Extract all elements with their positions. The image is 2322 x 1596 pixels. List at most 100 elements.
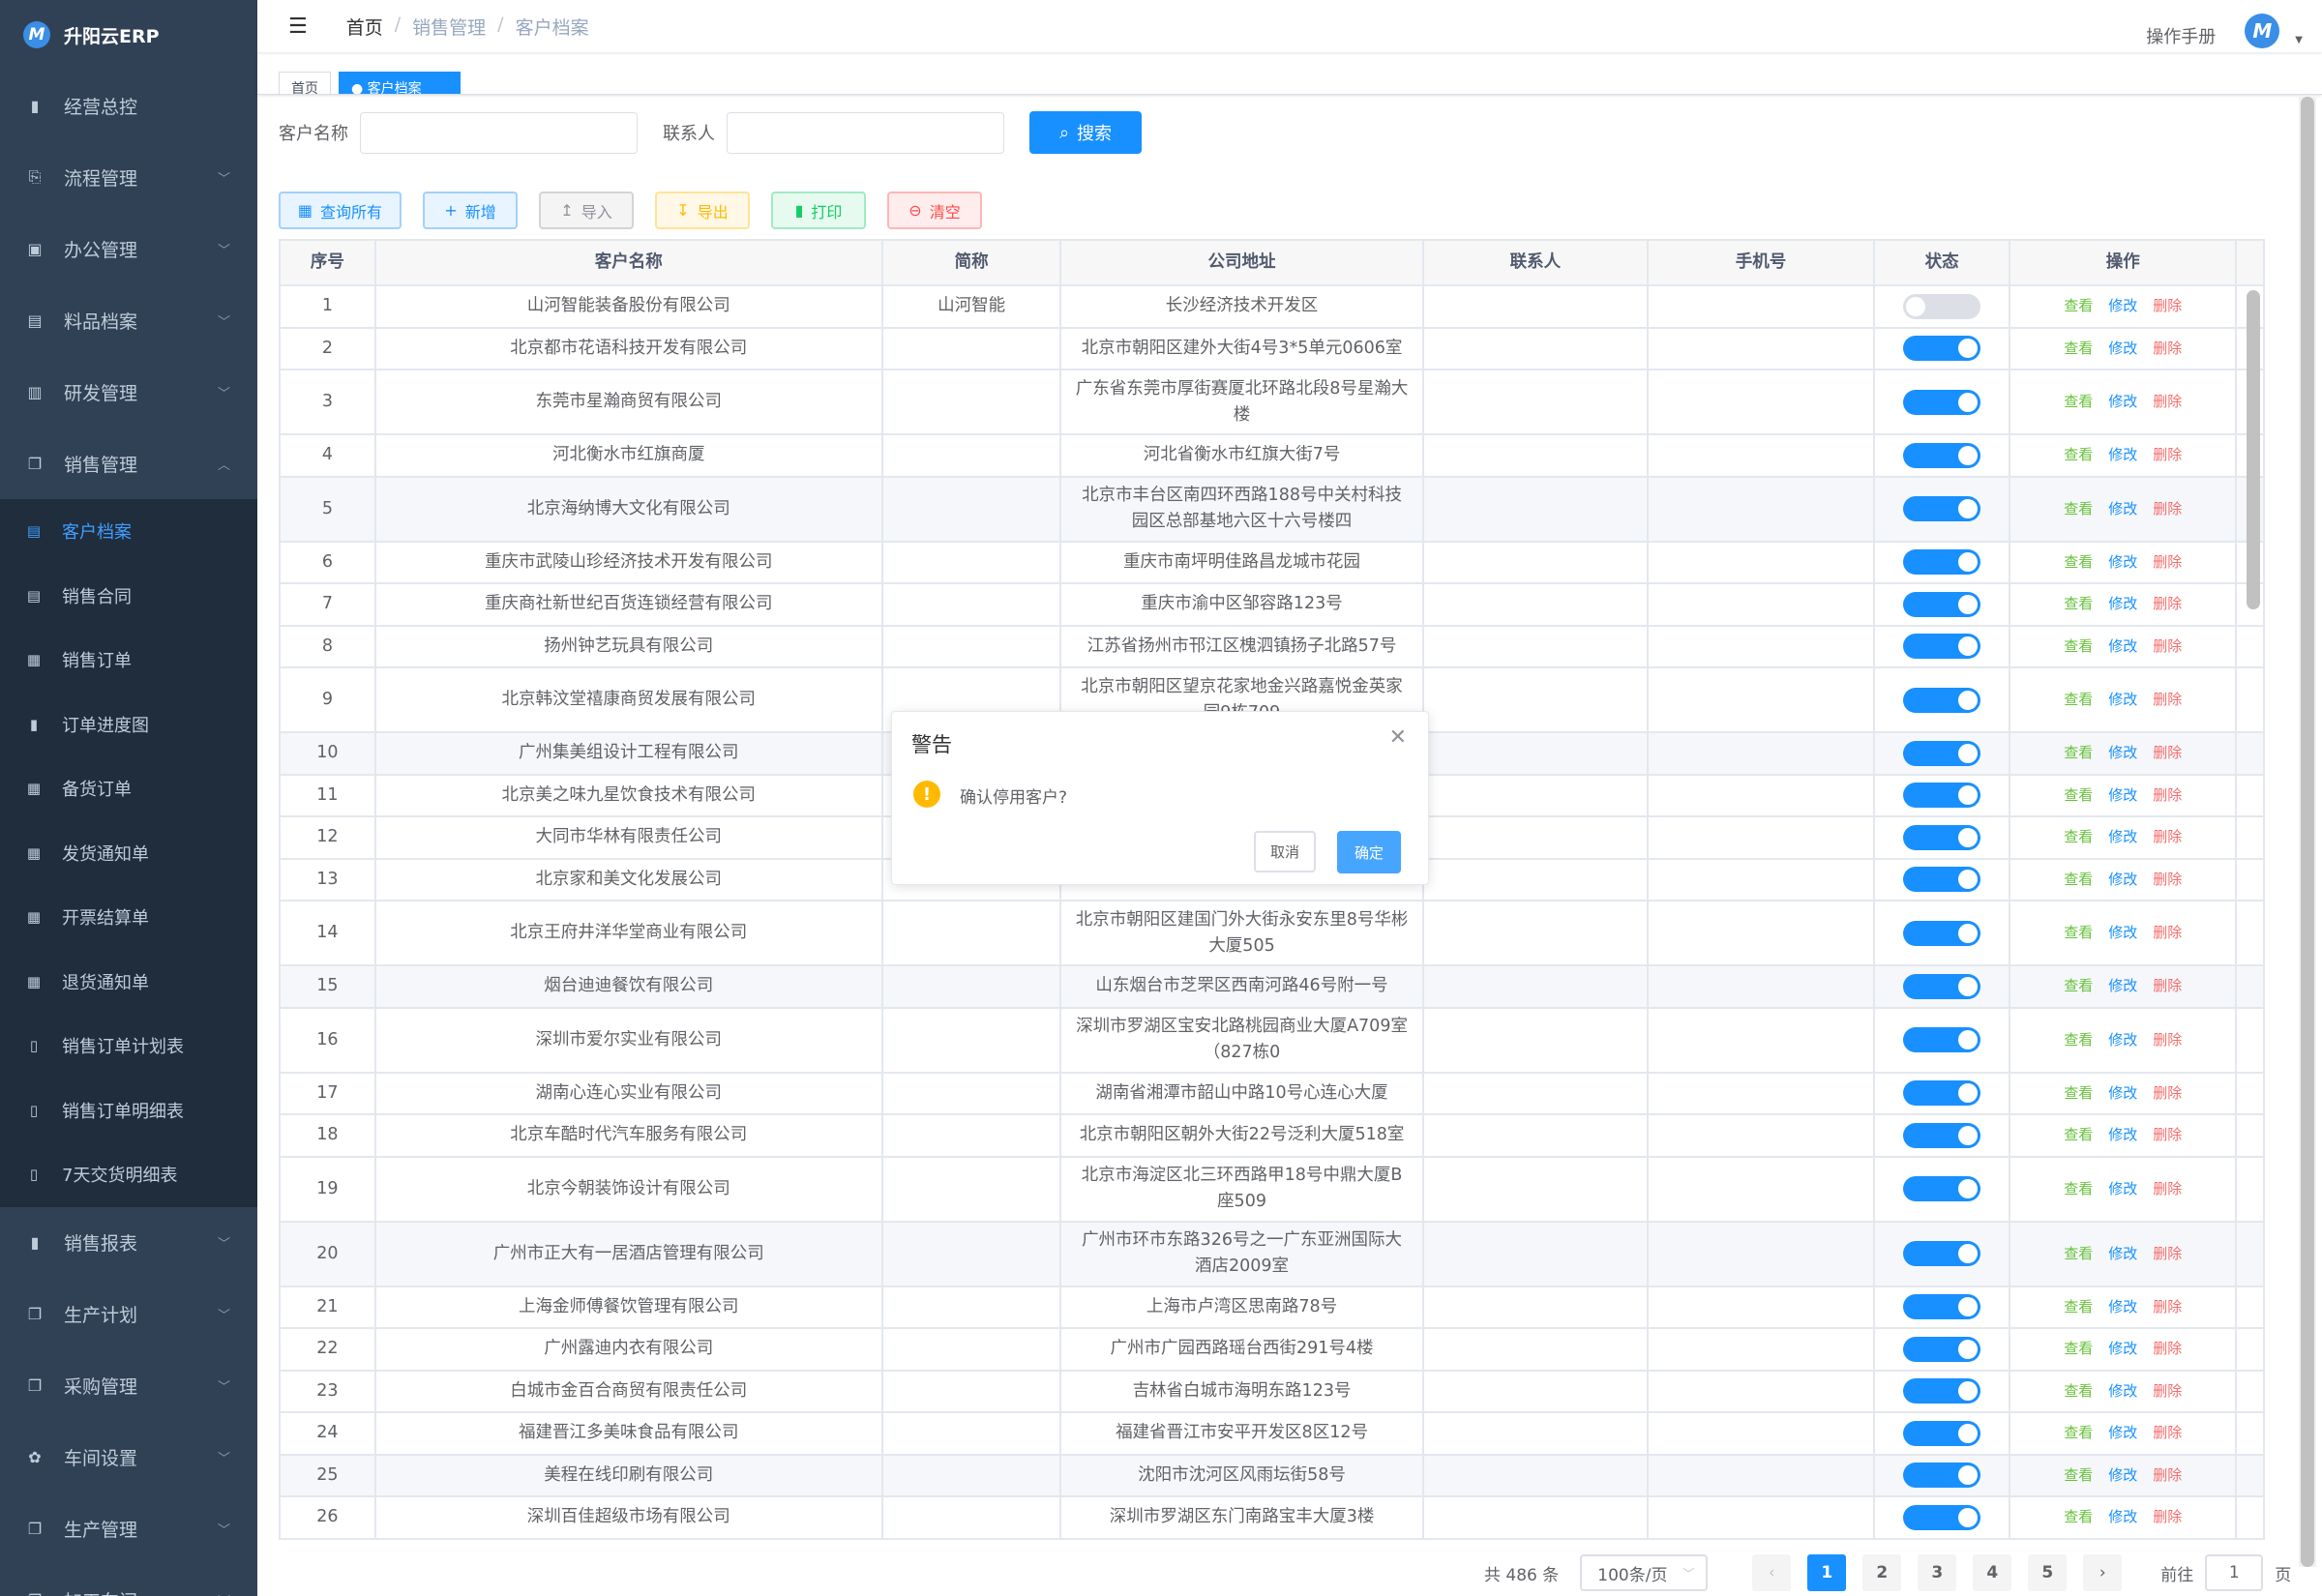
sidebar-item[interactable]: ❐ 销售管理 ︿ bbox=[0, 428, 257, 499]
edit-link[interactable]: 修改 bbox=[2108, 691, 2138, 708]
query-all-button[interactable]: ▦ 查询所有 bbox=[279, 192, 402, 229]
edit-link[interactable]: 修改 bbox=[2108, 1030, 2138, 1049]
edit-link[interactable]: 修改 bbox=[2108, 1126, 2138, 1144]
table-row[interactable]: 8 扬州钟艺玩具有限公司 江苏省扬州市邗江区槐泗镇扬子北路57号 查看 修改 删除 bbox=[281, 624, 2263, 666]
status-toggle[interactable] bbox=[1903, 336, 1981, 362]
page-button[interactable]: 1 bbox=[1807, 1554, 1847, 1591]
edit-link[interactable]: 修改 bbox=[2108, 785, 2138, 804]
delete-link[interactable]: 删除 bbox=[2153, 446, 2183, 464]
sidebar-subitem[interactable]: ▦ 销售订单 bbox=[0, 628, 257, 693]
table-row[interactable]: 19 北京今朝装饰设计有限公司 北京市海淀区北三环西路甲18号中鼎大厦B座509 查看… bbox=[281, 1155, 2263, 1221]
page-button[interactable]: 5 bbox=[2028, 1554, 2068, 1591]
delete-link[interactable]: 删除 bbox=[2153, 595, 2183, 613]
edit-link[interactable]: 修改 bbox=[2108, 446, 2138, 464]
page-scrollbar[interactable] bbox=[2299, 97, 2316, 1567]
hamburger-icon[interactable]: ☰ bbox=[288, 14, 308, 39]
cancel-button[interactable]: 取消 bbox=[1254, 831, 1316, 872]
view-link[interactable]: 查看 bbox=[2064, 393, 2094, 410]
import-button[interactable]: ↥ 导入 bbox=[539, 192, 634, 229]
status-toggle[interactable] bbox=[1903, 740, 1981, 766]
table-row[interactable]: 5 北京海纳博大文化有限公司 北京市丰台区南四环西路188号中关村科技园区总部基地六… bbox=[281, 475, 2263, 541]
edit-link[interactable]: 修改 bbox=[2108, 595, 2138, 613]
export-button[interactable]: ↧ 导出 bbox=[655, 192, 750, 229]
table-row[interactable]: 24 福建晋江多美味食品有限公司 福建省晋江市安平开发区8区12号 查看 修改 删除 bbox=[281, 1411, 2263, 1454]
delete-link[interactable]: 删除 bbox=[2153, 1297, 2183, 1315]
view-link[interactable]: 查看 bbox=[2064, 691, 2094, 708]
status-toggle[interactable] bbox=[1903, 867, 1981, 893]
status-toggle[interactable] bbox=[1903, 973, 1981, 999]
page-button[interactable]: 2 bbox=[1862, 1554, 1902, 1591]
status-toggle[interactable] bbox=[1903, 687, 1981, 713]
status-toggle[interactable] bbox=[1903, 1420, 1981, 1446]
status-toggle[interactable] bbox=[1903, 1294, 1981, 1320]
table-row[interactable]: 1 山河智能装备股份有限公司 山河智能 长沙经济技术开发区 查看 修改 删除 bbox=[281, 284, 2263, 327]
table-row[interactable]: 7 重庆商社新世纪百货连锁经营有限公司 重庆市渝中区邹容路123号 查看 修改 删除 bbox=[281, 582, 2263, 625]
manual-link[interactable]: 操作手册 bbox=[2146, 27, 2217, 47]
caret-down-icon[interactable]: ▼ bbox=[2295, 34, 2303, 45]
delete-link[interactable]: 删除 bbox=[2153, 1340, 2183, 1358]
prev-page-button[interactable]: ‹ bbox=[1752, 1554, 1792, 1591]
edit-link[interactable]: 修改 bbox=[2108, 1465, 2138, 1484]
status-toggle[interactable] bbox=[1903, 1241, 1981, 1266]
view-link[interactable]: 查看 bbox=[2064, 552, 2094, 571]
view-link[interactable]: 查看 bbox=[2064, 297, 2094, 315]
app-logo[interactable]: M 升阳云ERP bbox=[0, 0, 257, 70]
status-toggle[interactable] bbox=[1903, 824, 1981, 850]
view-link[interactable]: 查看 bbox=[2064, 785, 2094, 804]
delete-link[interactable]: 删除 bbox=[2153, 1083, 2183, 1102]
view-link[interactable]: 查看 bbox=[2064, 1244, 2094, 1262]
confirm-button[interactable]: 确定 bbox=[1337, 831, 1401, 873]
view-link[interactable]: 查看 bbox=[2064, 744, 2094, 762]
status-toggle[interactable] bbox=[1903, 920, 1981, 946]
table-row[interactable]: 6 重庆市武陵山珍经济技术开发有限公司 重庆市南坪明佳路昌龙城市花园 查看 修改 删除 bbox=[281, 540, 2263, 582]
delete-link[interactable]: 删除 bbox=[2153, 636, 2183, 655]
edit-link[interactable]: 修改 bbox=[2108, 1179, 2138, 1197]
view-link[interactable]: 查看 bbox=[2064, 1297, 2094, 1315]
customer-name-input[interactable] bbox=[360, 111, 638, 154]
delete-link[interactable]: 删除 bbox=[2153, 1244, 2183, 1262]
sidebar-item[interactable]: ▥ 研发管理 ﹀ bbox=[0, 356, 257, 428]
edit-link[interactable]: 修改 bbox=[2108, 744, 2138, 762]
table-row[interactable]: 2 北京都市花语科技开发有限公司 北京市朝阳区建外大街4号3*5单元0606室 查看修… bbox=[281, 326, 2263, 369]
page-size-select[interactable]: 100条/页 ﹀ bbox=[1580, 1554, 1709, 1591]
edit-link[interactable]: 修改 bbox=[2108, 636, 2138, 655]
table-row[interactable]: 17 湖南心连心实业有限公司 湖南省湘潭市韶山中路10号心连心大厦 查看 修改 删除 bbox=[281, 1071, 2263, 1113]
edit-link[interactable]: 修改 bbox=[2108, 1508, 2138, 1526]
delete-link[interactable]: 删除 bbox=[2153, 1424, 2183, 1442]
table-row[interactable]: 15 烟台迪迪餐饮有限公司 山东烟台市芝罘区西南河路46号附一号 查看 修改 删除 bbox=[281, 964, 2263, 1007]
status-toggle[interactable] bbox=[1903, 1378, 1981, 1404]
delete-link[interactable]: 删除 bbox=[2153, 1508, 2183, 1526]
delete-link[interactable]: 删除 bbox=[2153, 744, 2183, 762]
delete-link[interactable]: 删除 bbox=[2153, 297, 2183, 315]
view-link[interactable]: 查看 bbox=[2064, 1424, 2094, 1442]
next-page-button[interactable]: › bbox=[2083, 1554, 2123, 1591]
view-link[interactable]: 查看 bbox=[2064, 1340, 2094, 1358]
sidebar-subitem[interactable]: ▮ 订单进度图 bbox=[0, 692, 257, 756]
delete-link[interactable]: 删除 bbox=[2153, 1381, 2183, 1400]
sidebar-subitem[interactable]: ▦ 退货通知单 bbox=[0, 949, 257, 1014]
delete-link[interactable]: 删除 bbox=[2153, 552, 2183, 571]
view-link[interactable]: 查看 bbox=[2064, 1083, 2094, 1102]
sidebar-subitem[interactable]: ▦ 发货通知单 bbox=[0, 820, 257, 885]
status-toggle[interactable] bbox=[1903, 549, 1981, 576]
edit-link[interactable]: 修改 bbox=[2108, 977, 2138, 995]
status-toggle[interactable] bbox=[1903, 783, 1981, 809]
sidebar-item[interactable]: ▮ 经营总控 bbox=[0, 70, 257, 141]
edit-link[interactable]: 修改 bbox=[2108, 1083, 2138, 1102]
page-button[interactable]: 3 bbox=[1918, 1554, 1957, 1591]
table-row[interactable]: 23 白城市金百合商贸有限责任公司 吉林省白城市海明东路123号 查看 修改 删除 bbox=[281, 1369, 2263, 1411]
delete-link[interactable]: 删除 bbox=[2153, 828, 2183, 846]
view-link[interactable]: 查看 bbox=[2064, 1126, 2094, 1144]
sidebar-item[interactable]: ⎘ 流程管理 ﹀ bbox=[0, 141, 257, 213]
delete-link[interactable]: 删除 bbox=[2153, 785, 2183, 804]
add-button[interactable]: + 新增 bbox=[423, 192, 518, 229]
sidebar-subitem[interactable]: ▯ 销售订单明细表 bbox=[0, 1078, 257, 1142]
status-toggle[interactable] bbox=[1903, 1504, 1981, 1530]
status-toggle[interactable] bbox=[1903, 442, 1981, 468]
goto-page-input[interactable]: 1 bbox=[2205, 1554, 2264, 1591]
delete-link[interactable]: 删除 bbox=[2153, 1030, 2183, 1049]
view-link[interactable]: 查看 bbox=[2064, 595, 2094, 613]
status-toggle[interactable] bbox=[1903, 389, 1981, 415]
search-button[interactable]: ⌕ 搜索 bbox=[1029, 111, 1142, 154]
table-row[interactable]: 20 广州市正大有一居酒店管理有限公司 广州市环市东路326号之一广东亚洲国际大酒店… bbox=[281, 1220, 2263, 1286]
